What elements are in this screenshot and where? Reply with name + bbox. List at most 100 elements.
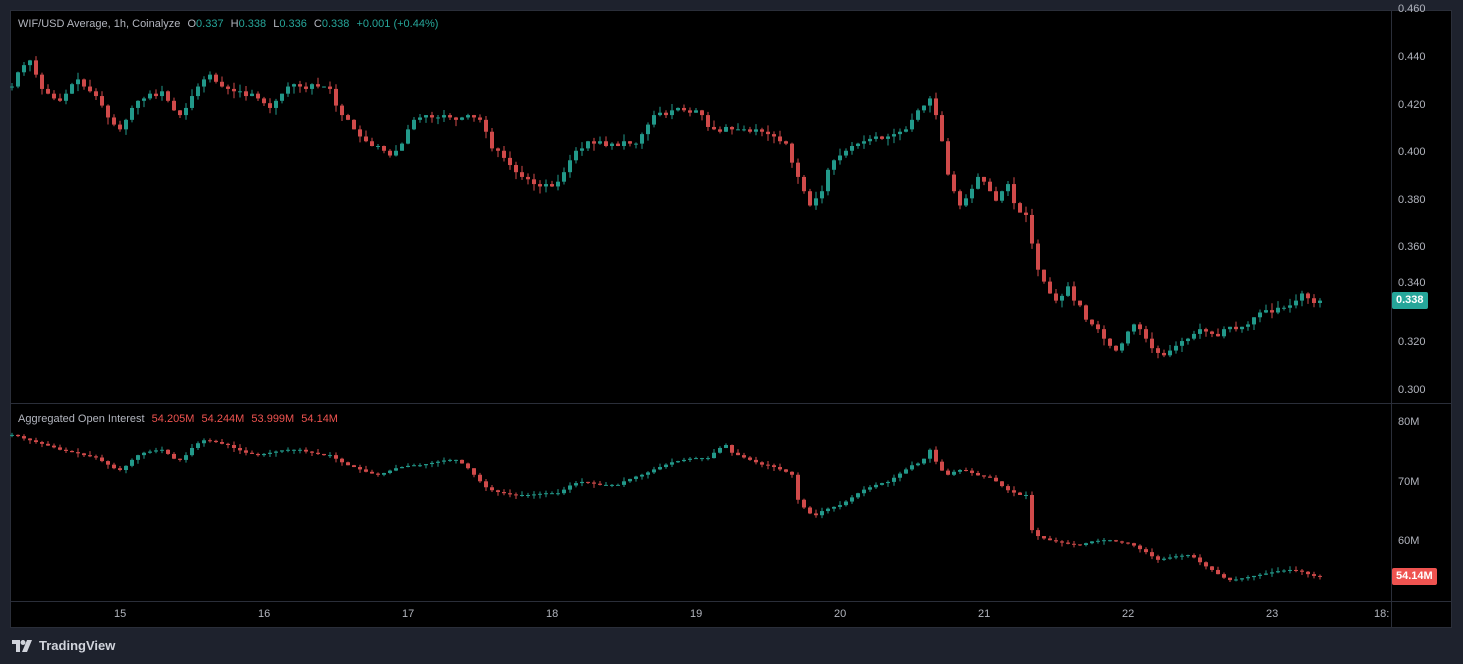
oi-candle (790, 471, 794, 475)
price-tick-label: 0.400 (1398, 146, 1426, 159)
price-candle (136, 100, 140, 108)
oi-candle (1222, 574, 1226, 578)
oi-candle (1066, 542, 1070, 544)
oi-candle (442, 460, 446, 462)
price-candle (664, 112, 668, 116)
oi-candle (418, 465, 422, 467)
oi-candle (862, 489, 866, 494)
oi-candle (334, 455, 338, 459)
price-candle (886, 136, 890, 139)
price-candle (172, 100, 176, 111)
oi-candle (1060, 541, 1064, 543)
price-candle (748, 129, 752, 132)
oi-candle (178, 458, 182, 460)
price-candle (340, 105, 344, 116)
price-candle (16, 72, 20, 87)
oi-candle (676, 461, 680, 463)
price-candle (478, 117, 482, 120)
oi-candle (370, 471, 374, 474)
oi-candle (1132, 543, 1136, 546)
price-candle (616, 143, 620, 147)
price-candle (436, 117, 440, 119)
oi-candle (658, 467, 662, 470)
price-candle (322, 86, 326, 88)
oi-candle (472, 468, 476, 475)
oi-tick-label: 70M (1398, 475, 1420, 488)
oi-candle (250, 452, 254, 454)
oi-candle (220, 442, 224, 444)
oi-candle (1180, 555, 1184, 557)
price-candle (964, 198, 968, 206)
oi-candle (814, 513, 818, 516)
price-candle (934, 98, 938, 116)
oi-candle (40, 442, 44, 444)
oi-candle (268, 452, 272, 454)
price-candle (1102, 329, 1106, 339)
oi-candle (742, 455, 746, 458)
oi-candle (1072, 543, 1076, 545)
price-candle (580, 148, 584, 151)
oi-candle (1144, 549, 1148, 553)
price-candle (910, 119, 914, 130)
oi-candle (274, 451, 278, 453)
tradingview-logo[interactable]: TradingView (12, 638, 115, 653)
oi-candle (358, 467, 362, 470)
last-oi-badge: 54.14M (1392, 567, 1437, 585)
last-price-badge: 0.338 (1392, 291, 1428, 309)
oi-candle (532, 494, 536, 496)
oi-candle (1300, 570, 1304, 572)
price-candle (412, 119, 416, 130)
oi-candle (538, 493, 542, 495)
price-candle (70, 84, 74, 94)
oi-close-value: 54.14M (301, 413, 338, 425)
price-candle (832, 160, 836, 170)
oi-candle (616, 484, 620, 486)
oi-candle (496, 490, 500, 493)
price-candle (1006, 184, 1010, 192)
price-candle (940, 115, 944, 142)
oi-candle (706, 458, 710, 460)
price-candle (1294, 300, 1298, 306)
price-candle (826, 169, 830, 192)
oi-candle (196, 443, 200, 448)
price-candle (448, 115, 452, 118)
oi-candle (760, 462, 764, 465)
oi-candle (556, 493, 560, 495)
oi-candle (88, 455, 92, 457)
oi-candle (718, 447, 722, 453)
oi-candle (796, 474, 800, 500)
price-candle (466, 115, 470, 118)
price-candle (694, 110, 698, 113)
price-candle (946, 141, 950, 175)
oi-candle (1276, 571, 1280, 573)
oi-candle (1264, 573, 1268, 575)
oi-candle (646, 472, 650, 475)
oi-candle (388, 470, 392, 473)
oi-candle (1120, 541, 1124, 543)
oi-candle (652, 469, 656, 473)
time-tick-label: 20 (834, 608, 847, 620)
oi-candle (238, 447, 242, 451)
oi-candle (1156, 556, 1160, 560)
oi-title[interactable]: Aggregated Open Interest (18, 413, 145, 425)
time-tick-label: 17 (402, 608, 415, 620)
oi-candle (502, 492, 506, 494)
oi-candle (586, 481, 590, 483)
price-candle (1312, 298, 1316, 303)
oi-candle (550, 493, 554, 495)
price-candle (214, 74, 218, 82)
chart-container[interactable] (10, 10, 1452, 628)
price-candle (508, 157, 512, 166)
oi-candle (226, 443, 230, 446)
oi-candle (634, 476, 638, 479)
oi-candle (412, 465, 416, 467)
price-candle (562, 172, 566, 182)
price-candle (1042, 269, 1046, 282)
symbol-title[interactable]: WIF/USD Average, 1h, Coinalyze (18, 18, 181, 30)
oi-candle (1138, 545, 1142, 550)
oi-candle (346, 462, 350, 466)
price-candle (196, 86, 200, 97)
oi-candle (700, 458, 704, 460)
oi-candle (400, 467, 404, 469)
